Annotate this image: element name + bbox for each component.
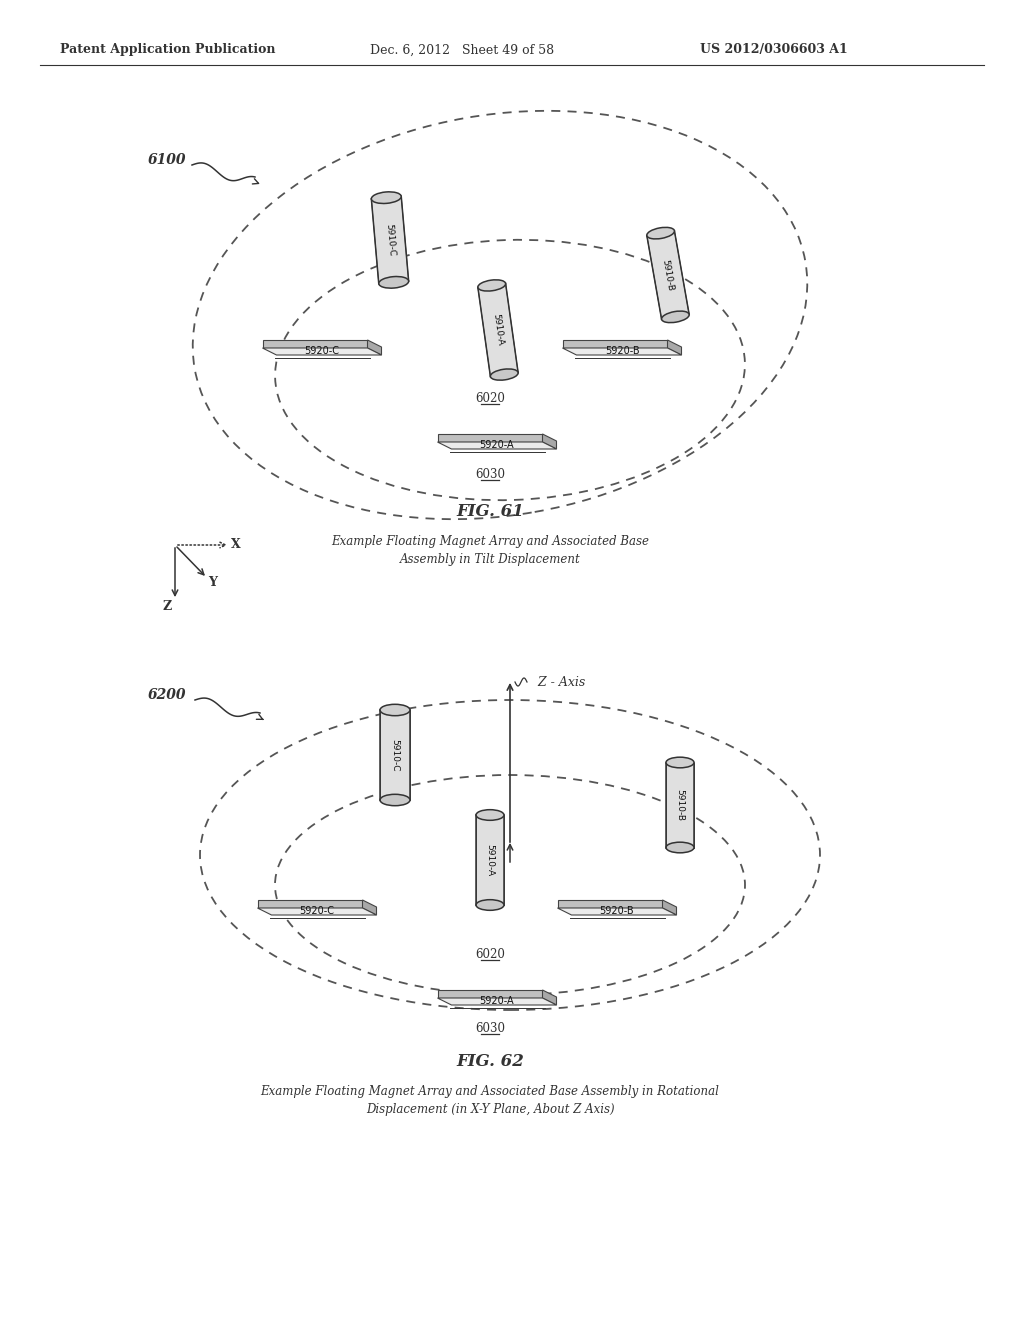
Ellipse shape bbox=[490, 370, 518, 380]
Ellipse shape bbox=[476, 809, 504, 820]
Text: X: X bbox=[231, 539, 241, 552]
FancyBboxPatch shape bbox=[647, 231, 689, 319]
FancyBboxPatch shape bbox=[372, 197, 409, 284]
Polygon shape bbox=[557, 908, 677, 915]
Text: 5910-A: 5910-A bbox=[485, 843, 495, 876]
Text: 5920-C: 5920-C bbox=[299, 907, 335, 916]
Text: Patent Application Publication: Patent Application Publication bbox=[60, 44, 275, 57]
Polygon shape bbox=[663, 900, 677, 915]
Text: 6200: 6200 bbox=[148, 688, 186, 702]
Polygon shape bbox=[257, 908, 377, 915]
Text: Z: Z bbox=[163, 601, 172, 614]
FancyBboxPatch shape bbox=[380, 710, 410, 800]
Ellipse shape bbox=[379, 276, 409, 288]
Text: Y: Y bbox=[209, 577, 217, 590]
FancyBboxPatch shape bbox=[476, 814, 504, 906]
Polygon shape bbox=[437, 990, 543, 998]
Polygon shape bbox=[543, 990, 556, 1005]
Text: FIG. 62: FIG. 62 bbox=[456, 1053, 524, 1071]
Polygon shape bbox=[362, 900, 377, 915]
Polygon shape bbox=[368, 341, 382, 355]
Ellipse shape bbox=[372, 191, 401, 203]
Ellipse shape bbox=[666, 758, 694, 768]
Polygon shape bbox=[257, 900, 362, 908]
Text: Z - Axis: Z - Axis bbox=[530, 676, 586, 689]
FancyBboxPatch shape bbox=[666, 763, 694, 847]
FancyBboxPatch shape bbox=[478, 284, 518, 376]
Polygon shape bbox=[543, 434, 556, 449]
Text: 5910-A: 5910-A bbox=[492, 313, 505, 347]
Text: 5910-B: 5910-B bbox=[660, 259, 675, 292]
Text: 6030: 6030 bbox=[475, 1022, 505, 1035]
Text: 5920-B: 5920-B bbox=[600, 907, 634, 916]
Text: 5920-A: 5920-A bbox=[479, 441, 514, 450]
Text: Dec. 6, 2012   Sheet 49 of 58: Dec. 6, 2012 Sheet 49 of 58 bbox=[370, 44, 554, 57]
Polygon shape bbox=[562, 348, 682, 355]
Text: 5910-B: 5910-B bbox=[676, 789, 684, 821]
Ellipse shape bbox=[666, 842, 694, 853]
Text: 5920-A: 5920-A bbox=[479, 997, 514, 1006]
Text: 5910-C: 5910-C bbox=[390, 739, 399, 771]
Polygon shape bbox=[262, 348, 382, 355]
Text: 6100: 6100 bbox=[148, 153, 186, 168]
Polygon shape bbox=[437, 434, 543, 442]
Text: 5920-C: 5920-C bbox=[304, 346, 340, 356]
Text: 6030: 6030 bbox=[475, 469, 505, 480]
Text: Example Floating Magnet Array and Associated Base Assembly in Rotational
Displac: Example Floating Magnet Array and Associ… bbox=[260, 1085, 720, 1115]
Polygon shape bbox=[262, 341, 368, 348]
Polygon shape bbox=[437, 442, 556, 449]
Ellipse shape bbox=[380, 795, 410, 805]
Text: FIG. 61: FIG. 61 bbox=[456, 503, 524, 520]
Text: 6020: 6020 bbox=[475, 392, 505, 405]
Ellipse shape bbox=[476, 900, 504, 911]
Ellipse shape bbox=[647, 227, 675, 239]
Text: 6020: 6020 bbox=[475, 948, 505, 961]
Ellipse shape bbox=[380, 705, 410, 715]
Polygon shape bbox=[668, 341, 682, 355]
Ellipse shape bbox=[478, 280, 506, 290]
Text: 5920-B: 5920-B bbox=[605, 346, 639, 356]
Polygon shape bbox=[557, 900, 663, 908]
Ellipse shape bbox=[662, 312, 689, 322]
Text: Example Floating Magnet Array and Associated Base
Assembly in Tilt Displacement: Example Floating Magnet Array and Associ… bbox=[331, 535, 649, 566]
Text: US 2012/0306603 A1: US 2012/0306603 A1 bbox=[700, 44, 848, 57]
Polygon shape bbox=[562, 341, 668, 348]
Polygon shape bbox=[437, 998, 556, 1005]
Text: 5910-C: 5910-C bbox=[384, 223, 396, 256]
